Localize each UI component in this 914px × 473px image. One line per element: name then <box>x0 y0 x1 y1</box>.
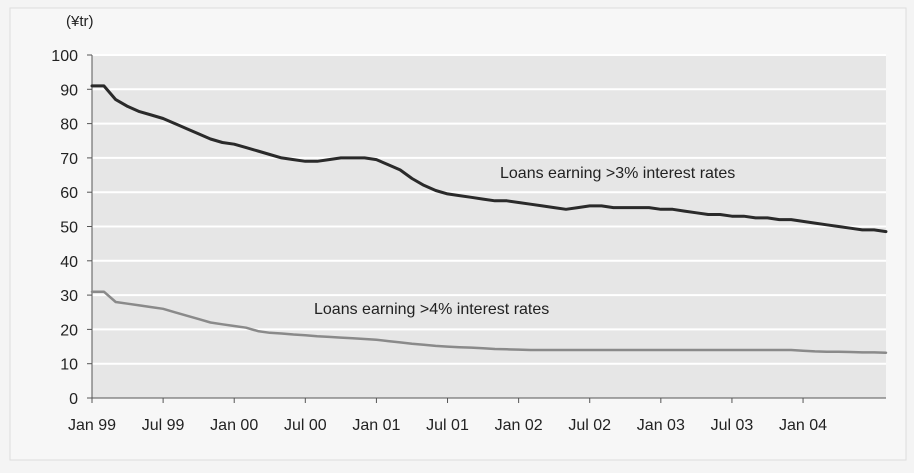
y-tick-label: 40 <box>60 254 78 271</box>
x-tick-label: Jan 01 <box>352 417 400 434</box>
y-tick-label: 60 <box>60 185 78 202</box>
x-tick-label: Jul 00 <box>284 417 327 434</box>
x-tick-label: Jul 01 <box>426 417 469 434</box>
series-3pct-annotation: Loans earning >3% interest rates <box>500 165 735 182</box>
data-series <box>90 84 888 354</box>
y-tick-label: 90 <box>60 82 78 99</box>
x-tick-label: Jan 02 <box>495 417 543 434</box>
x-tick-label: Jul 03 <box>711 417 754 434</box>
y-tick-label: 100 <box>51 48 78 65</box>
y-tick-label: 50 <box>60 220 78 237</box>
y-tick-label: 30 <box>60 288 78 305</box>
series-3pct-line <box>90 84 888 234</box>
x-tick-label: Jan 00 <box>210 417 258 434</box>
y-tick-label: 80 <box>60 117 78 134</box>
series-4pct-line <box>90 290 888 354</box>
y-tick-label: 70 <box>60 151 78 168</box>
x-tick-labels: Jan 99 Jul 99 Jan 00 Jul 00 Jan 01 Jul 01 Jan … <box>68 398 827 434</box>
x-tick-label: Jan 99 <box>68 417 116 434</box>
series-4pct-annotation: Loans earning >4% interest rates <box>314 301 549 318</box>
y-unit-label: (¥tr) <box>66 13 94 30</box>
x-tick-label: Jul 02 <box>568 417 611 434</box>
x-tick-label: Jan 03 <box>637 417 685 434</box>
y-tick-label: 10 <box>60 357 78 374</box>
y-tick-label: 20 <box>60 322 78 339</box>
y-tick-labels: 0 10 20 30 40 50 60 70 80 90 100 <box>51 48 92 408</box>
y-tick-label: 0 <box>69 391 78 408</box>
gridlines <box>92 54 886 365</box>
x-tick-label: Jan 04 <box>779 417 827 434</box>
x-tick-label: Jul 99 <box>142 417 185 434</box>
